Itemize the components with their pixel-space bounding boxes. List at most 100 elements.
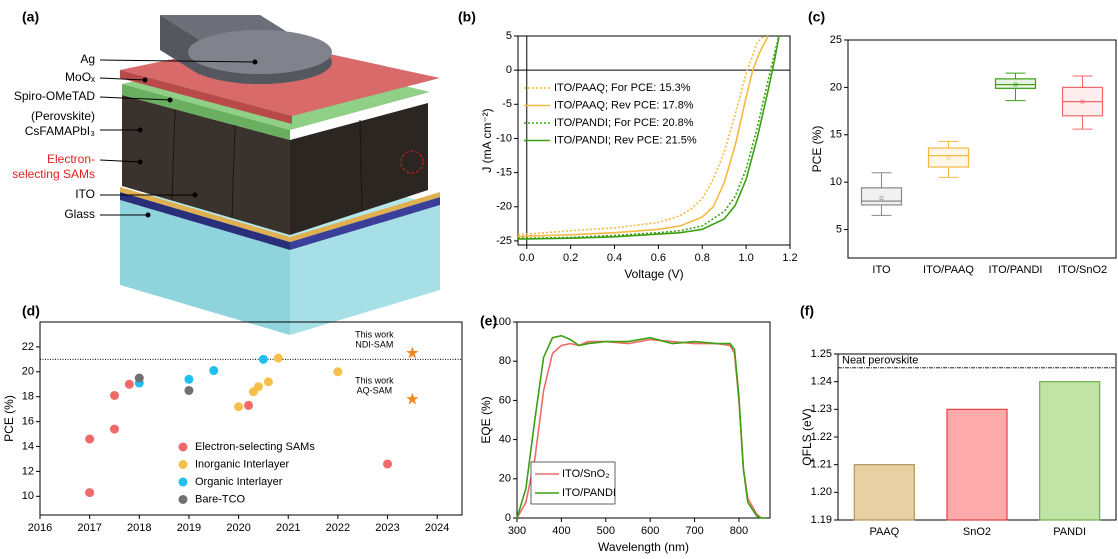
layer-label: CsFAMAPbI₃ [25, 124, 95, 138]
plot-frame [517, 35, 791, 246]
panel-label: (f) [800, 303, 814, 319]
x-tick-label: 0.8 [695, 252, 710, 264]
legend-marker [178, 477, 188, 487]
x-tick-label: 2016 [28, 522, 52, 534]
legend-label: Bare-TCO [195, 493, 246, 505]
series-line [518, 35, 780, 240]
plot-frame [516, 321, 771, 519]
y-tick-label: 14 [22, 440, 34, 452]
point [383, 459, 393, 469]
legend-label: ITO/SnO₂ [562, 468, 609, 480]
y-tick-label: 0 [506, 64, 512, 76]
leader [99, 59, 256, 63]
bar [1039, 381, 1101, 521]
x-tick-label: 2021 [276, 522, 300, 534]
highlight-label: This work [355, 330, 394, 340]
x-tick-label: 2022 [326, 522, 350, 534]
x-tick-label: 2023 [375, 522, 399, 534]
moox-front [120, 70, 292, 124]
panel-label: (b) [458, 9, 476, 25]
x-tick-label: 600 [641, 525, 659, 537]
y-tick-label: -25 [496, 235, 512, 247]
x-tick-label: 0.2 [563, 252, 578, 264]
layer-label: selecting SAMs [12, 167, 95, 181]
legend-label: Organic Interlayer [195, 476, 283, 488]
x-tick-label: 500 [597, 525, 615, 537]
legend-label: ITO/PANDI [562, 487, 616, 499]
mean [946, 155, 951, 160]
y-tick-label: 40 [499, 434, 511, 446]
highlight-label: NDI-SAM [355, 340, 393, 350]
grain-boundary [231, 124, 236, 219]
y-tick-label: 5 [836, 223, 842, 235]
point [109, 424, 119, 434]
y-tick-label: 10 [830, 176, 842, 188]
point [273, 353, 283, 363]
x-tick-label: 0.0 [519, 252, 534, 264]
y-tick-label: 20 [499, 473, 511, 485]
x-axis-label: Voltage (V) [624, 267, 683, 281]
y-tick-label: -15 [496, 167, 512, 179]
legend-label: ITO/PANDI; Rev PCE: 21.5% [554, 134, 697, 146]
box [927, 147, 970, 168]
panel-label: (c) [808, 9, 825, 25]
x-tick-label: 2017 [77, 522, 101, 534]
leader-dot [137, 127, 143, 133]
legend-label: Electron-selecting SAMs [195, 441, 315, 453]
y-axis-label: QFLS (eV) [800, 408, 814, 465]
plot-frame [847, 39, 1117, 259]
x-tick-label: 2019 [177, 522, 201, 534]
y-axis-label: J (mA cm⁻²) [480, 108, 494, 172]
x-tick-label: 1.0 [738, 252, 753, 264]
ito-side [290, 197, 440, 250]
point [258, 354, 268, 364]
spiro-front [122, 84, 290, 140]
layer-label: Electron- [47, 152, 95, 166]
bar [946, 408, 1008, 521]
point [263, 377, 273, 387]
panel-label: (d) [22, 303, 40, 319]
highlight-label: This work [355, 376, 394, 386]
leader-dot [137, 159, 143, 165]
series-line [516, 334, 766, 519]
x-tick-label: 0.6 [651, 252, 666, 264]
y-tick-label: 1.24 [811, 376, 832, 388]
legend-marker [178, 495, 188, 504]
sams-layer [120, 187, 440, 242]
x-tick-label: 800 [730, 525, 748, 537]
box [994, 78, 1037, 89]
layer-label: Glass [64, 207, 95, 221]
x-tick-label: 0.4 [607, 252, 622, 264]
bar [853, 464, 915, 521]
x-tick-label: 700 [685, 525, 703, 537]
y-tick-label: 25 [830, 34, 842, 46]
leader [99, 159, 141, 163]
legend-box [530, 461, 616, 505]
point [85, 488, 95, 498]
y-tick-label: 18 [22, 391, 34, 403]
highlight-star [406, 392, 419, 405]
y-tick-label: 22 [22, 341, 34, 353]
point [253, 382, 263, 392]
glass-side [290, 205, 440, 335]
y-axis-label: EQE (%) [479, 396, 493, 443]
y-axis-label: PCE (%) [2, 395, 16, 442]
highlight-label: AQ-SAM [357, 386, 393, 396]
x-tick-label: 2018 [127, 522, 151, 534]
ito-front [120, 192, 290, 250]
x-tick-label: ITO/PAAQ [923, 264, 974, 276]
y-tick-label: -10 [496, 132, 512, 144]
y-axis-label: PCE (%) [810, 126, 824, 173]
y-tick-label: 15 [830, 129, 842, 141]
y-tick-label: 20 [22, 366, 34, 378]
mean [1013, 82, 1018, 87]
panel-label: (e) [480, 313, 497, 329]
legend-label: ITO/PANDI; For PCE: 20.8% [554, 117, 694, 129]
legend-label: ITO/PAAQ; For PCE: 15.3% [554, 82, 691, 94]
ag-disc [188, 30, 332, 74]
box [860, 187, 903, 206]
perovskite-front [122, 95, 290, 235]
highlight-star [406, 346, 419, 359]
y-tick-label: 1.20 [811, 486, 832, 498]
